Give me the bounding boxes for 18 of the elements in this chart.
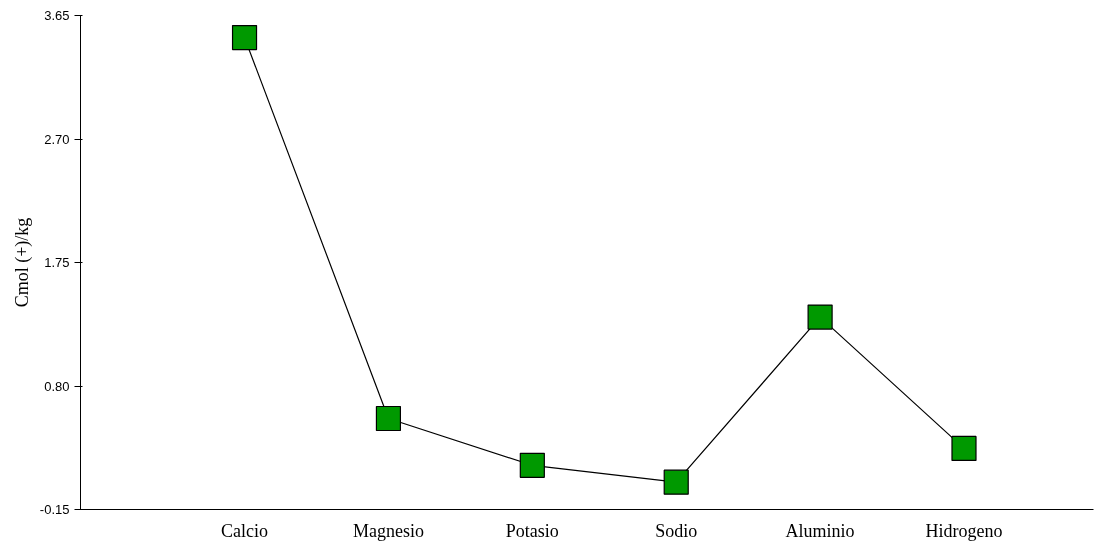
- y-tick-label: -0.15: [39, 502, 70, 517]
- x-tick-label: Aluminio: [785, 520, 855, 541]
- point: [807, 304, 833, 330]
- x-tick-label: Potasio: [505, 520, 559, 541]
- y-tick-label: 2.70: [44, 131, 70, 147]
- y-axis-title: Cmol (+)/kg: [11, 217, 33, 308]
- x-tick-label: Magnesio: [352, 520, 424, 541]
- point: [519, 452, 545, 478]
- y-tick-label: 0.80: [44, 378, 70, 394]
- y-tick-label: 1.75: [44, 255, 70, 270]
- x-tick-label: Hidrogeno: [925, 520, 1003, 541]
- y-tick-label: 3.65: [44, 8, 70, 23]
- point: [951, 435, 977, 461]
- point: [231, 25, 258, 51]
- x-tick-label: Sodio: [655, 520, 698, 541]
- point: [375, 405, 402, 432]
- point: [663, 469, 689, 495]
- x-tick-label: Calcio: [221, 520, 269, 541]
